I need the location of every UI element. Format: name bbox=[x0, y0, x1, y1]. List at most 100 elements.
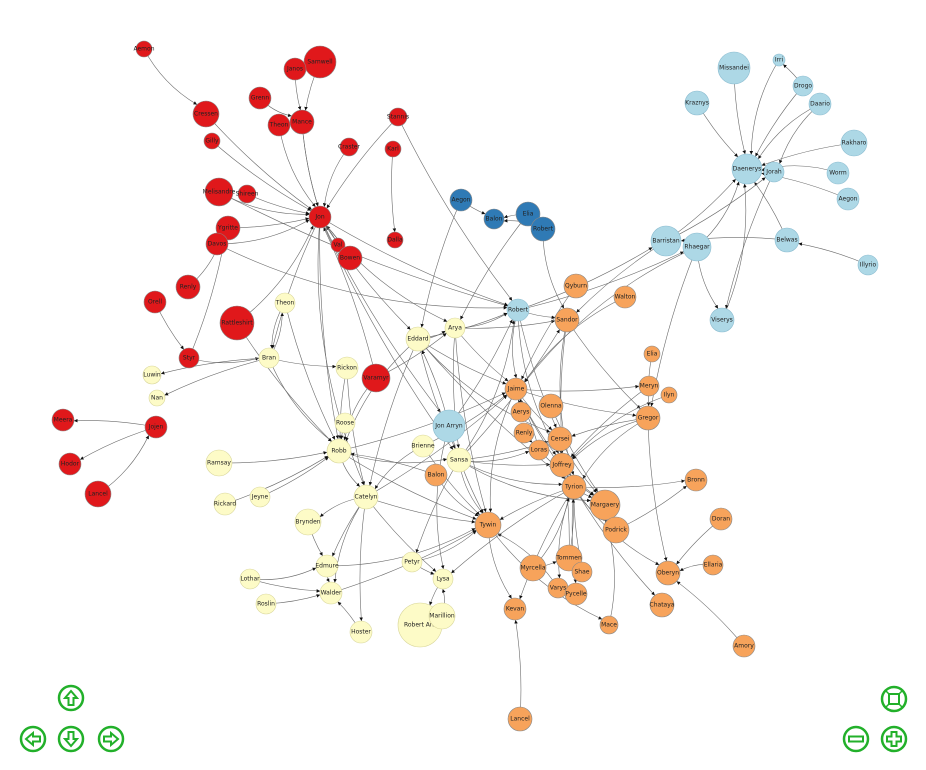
graph-node[interactable]: Robert bbox=[530, 216, 556, 242]
node-circle[interactable] bbox=[289, 109, 315, 135]
node-circle[interactable] bbox=[684, 90, 710, 116]
graph-node[interactable]: Balon bbox=[483, 208, 505, 230]
graph-node[interactable]: Roslin bbox=[255, 593, 277, 615]
node-circle[interactable] bbox=[732, 634, 756, 658]
node-circle[interactable] bbox=[144, 415, 168, 439]
graph-node[interactable]: Bowen bbox=[337, 245, 363, 271]
node-circle[interactable] bbox=[337, 245, 363, 271]
graph-node[interactable]: Belwas bbox=[774, 227, 800, 253]
node-circle[interactable] bbox=[237, 184, 257, 204]
node-circle[interactable] bbox=[682, 232, 712, 262]
graph-node[interactable]: Pycelle bbox=[564, 582, 588, 606]
node-circle[interactable] bbox=[335, 356, 359, 380]
graph-node[interactable]: Daenerys bbox=[731, 153, 763, 185]
graph-node[interactable]: Jorah bbox=[763, 161, 785, 183]
node-circle[interactable] bbox=[717, 51, 751, 85]
node-circle[interactable] bbox=[384, 140, 402, 158]
graph-node[interactable]: Robb bbox=[326, 438, 352, 464]
graph-node[interactable]: Brienne bbox=[411, 434, 435, 458]
graph-node[interactable]: Loras bbox=[528, 439, 550, 461]
node-circle[interactable] bbox=[205, 232, 229, 256]
node-circle[interactable] bbox=[424, 463, 448, 487]
node-circle[interactable] bbox=[267, 113, 291, 137]
node-circle[interactable] bbox=[326, 438, 352, 464]
graph-node[interactable]: Orell bbox=[143, 290, 167, 314]
node-circle[interactable] bbox=[283, 57, 307, 81]
graph-node[interactable]: Mace bbox=[599, 615, 619, 635]
node-circle[interactable] bbox=[483, 208, 505, 230]
graph-node[interactable]: Rakharo bbox=[840, 129, 868, 157]
node-circle[interactable] bbox=[143, 290, 167, 314]
graph-node[interactable]: Davos bbox=[205, 232, 229, 256]
node-circle[interactable] bbox=[248, 86, 272, 110]
node-circle[interactable] bbox=[303, 45, 337, 79]
node-circle[interactable] bbox=[432, 568, 454, 590]
node-circle[interactable] bbox=[660, 386, 678, 404]
graph-node[interactable]: Mance bbox=[289, 109, 315, 135]
graph-node[interactable]: Varamyr bbox=[361, 363, 391, 393]
node-circle[interactable] bbox=[513, 422, 535, 444]
zoom-in-button[interactable] bbox=[880, 725, 908, 753]
pan-left-button[interactable] bbox=[19, 725, 47, 753]
node-circle[interactable] bbox=[635, 405, 661, 431]
node-circle[interactable] bbox=[405, 326, 431, 352]
node-circle[interactable] bbox=[401, 551, 423, 573]
graph-node[interactable]: Rickon bbox=[335, 356, 359, 380]
graph-node[interactable]: Lancel bbox=[84, 480, 112, 508]
fit-view-button[interactable] bbox=[880, 685, 908, 713]
graph-node[interactable]: Tyrion bbox=[561, 474, 587, 500]
node-circle[interactable] bbox=[411, 434, 435, 458]
node-circle[interactable] bbox=[515, 201, 541, 227]
graph-node[interactable]: Dalla bbox=[386, 231, 404, 249]
node-circle[interactable] bbox=[135, 40, 153, 58]
node-circle[interactable] bbox=[446, 447, 472, 473]
graph-node[interactable]: Daario bbox=[808, 92, 832, 116]
node-circle[interactable] bbox=[836, 187, 860, 211]
graph-node[interactable]: Eddard bbox=[405, 326, 431, 352]
node-circle[interactable] bbox=[142, 365, 162, 385]
graph-node[interactable]: Aegon bbox=[836, 187, 860, 211]
node-circle[interactable] bbox=[702, 554, 724, 576]
node-circle[interactable] bbox=[571, 561, 593, 583]
node-circle[interactable] bbox=[530, 216, 556, 242]
graph-node[interactable]: Sandor bbox=[554, 307, 580, 333]
graph-node[interactable]: Janos bbox=[283, 57, 307, 81]
graph-node[interactable]: Qyburn bbox=[563, 273, 589, 299]
node-circle[interactable] bbox=[503, 597, 527, 621]
graph-node[interactable]: Gilly bbox=[203, 132, 221, 150]
graph-node[interactable]: Ramsay bbox=[205, 449, 233, 477]
graph-node[interactable]: Meera bbox=[51, 408, 75, 432]
graph-node[interactable]: Amory bbox=[732, 634, 756, 658]
node-circle[interactable] bbox=[602, 516, 630, 544]
pan-right-button[interactable] bbox=[97, 725, 125, 753]
node-circle[interactable] bbox=[772, 53, 786, 67]
graph-node[interactable]: Jojen bbox=[144, 415, 168, 439]
graph-node[interactable]: Grenn bbox=[248, 86, 272, 110]
graph-node[interactable]: Shireen bbox=[236, 184, 259, 204]
node-circle[interactable] bbox=[857, 254, 879, 276]
graph-node[interactable]: Marillion bbox=[428, 602, 456, 630]
node-circle[interactable] bbox=[507, 706, 533, 732]
graph-node[interactable]: Edmure bbox=[315, 554, 339, 578]
graph-node[interactable]: Petyr bbox=[401, 551, 423, 573]
node-circle[interactable] bbox=[763, 161, 785, 183]
graph-node[interactable]: Worm bbox=[826, 161, 850, 185]
graph-node[interactable]: Jon bbox=[308, 205, 332, 229]
node-circle[interactable] bbox=[428, 602, 456, 630]
node-circle[interactable] bbox=[564, 582, 588, 606]
node-circle[interactable] bbox=[519, 554, 547, 582]
graph-node[interactable]: Lothar bbox=[239, 568, 261, 590]
node-circle[interactable] bbox=[538, 393, 564, 419]
node-circle[interactable] bbox=[274, 292, 296, 314]
graph-node[interactable]: Rattleshirt bbox=[219, 305, 255, 341]
graph-node[interactable]: Robert bbox=[506, 298, 530, 322]
node-circle[interactable] bbox=[561, 474, 587, 500]
pan-down-button[interactable] bbox=[57, 725, 85, 753]
node-circle[interactable] bbox=[731, 153, 763, 185]
node-circle[interactable] bbox=[349, 620, 373, 644]
graph-node[interactable]: Rhaegar bbox=[682, 232, 712, 262]
graph-node[interactable]: Doran bbox=[709, 507, 733, 531]
graph-node[interactable]: Elia bbox=[643, 345, 661, 363]
node-circle[interactable] bbox=[650, 225, 682, 257]
node-circle[interactable] bbox=[684, 468, 708, 492]
